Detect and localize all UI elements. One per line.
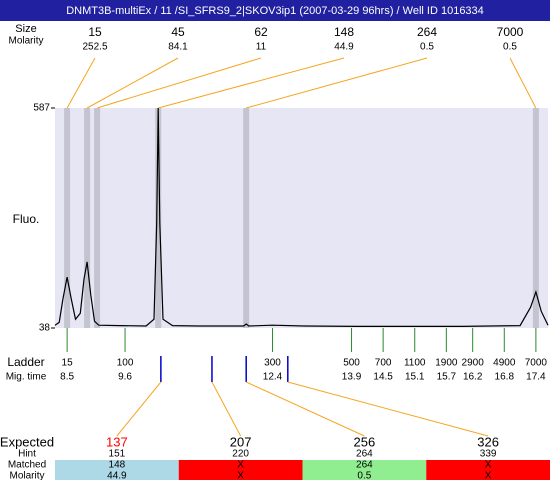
expected-size: 256 (354, 434, 376, 449)
peak-connector (96, 57, 262, 109)
expected-matched: 264 (356, 460, 373, 471)
peak-size: 62 (254, 25, 268, 39)
expected-hint: 220 (232, 449, 249, 460)
peak-molarity: 84.1 (168, 42, 188, 53)
ladder-size: 700 (375, 358, 392, 369)
ladder-size: 2900 (462, 358, 485, 369)
match-cell (55, 460, 179, 480)
expected-hint: 264 (356, 449, 373, 460)
peak-molarity: 11 (256, 42, 267, 53)
y-tick-label: 587 (33, 103, 50, 114)
row-label: Matched (8, 460, 46, 471)
peak-connector (246, 57, 428, 109)
ladder-time: 8.5 (60, 372, 74, 383)
peak-molarity: 44.9 (334, 42, 354, 53)
peak-size: 45 (171, 25, 185, 39)
ladder-time: 17.4 (526, 372, 546, 383)
ladder-time: 16.2 (463, 372, 483, 383)
plot-area (55, 108, 548, 328)
expected-hint: 339 (480, 449, 497, 460)
expected-matched: X (485, 460, 492, 471)
ladder-time: 13.9 (342, 372, 362, 383)
y-tick-label: 38 (39, 323, 51, 334)
peak-connector (509, 57, 537, 109)
expected-connector (211, 381, 242, 437)
ladder-time: 9.6 (118, 372, 132, 383)
peak-size: 15 (88, 25, 102, 39)
title-bar (0, 0, 550, 21)
peak-band (94, 108, 101, 328)
peak-molarity: 0.5 (420, 42, 434, 53)
match-cell (426, 460, 550, 480)
expected-matched: X (237, 460, 244, 471)
expected-matched: 148 (109, 460, 126, 471)
peak-label: Size (15, 23, 36, 35)
expected-connector (245, 381, 365, 437)
match-cell (302, 460, 427, 480)
peak-connector (86, 57, 179, 109)
row-label: Molarity (9, 471, 44, 480)
peak-molarity: 0.5 (503, 42, 517, 53)
ladder-time: 15.1 (405, 372, 425, 383)
expected-hint: 151 (109, 449, 126, 460)
ladder-label: Ladder (7, 355, 44, 369)
expected-molarity: X (237, 471, 244, 480)
ladder-time: 15.7 (437, 372, 457, 383)
expected-connector (287, 381, 489, 437)
ladder-size: 7000 (525, 358, 548, 369)
mig-time-label: Mig. time (6, 372, 47, 383)
peak-size: 148 (334, 25, 354, 39)
peak-size: 264 (417, 25, 437, 39)
ladder-size: 1100 (404, 358, 426, 369)
peak-band (243, 108, 250, 328)
expected-molarity: 0.5 (357, 471, 371, 480)
expected-size: 326 (477, 434, 499, 449)
y-axis-label: Fluo. (13, 212, 40, 226)
peak-band (155, 108, 162, 328)
ladder-size: 4900 (493, 358, 516, 369)
peak-connector (66, 57, 96, 109)
expected-molarity: 44.9 (107, 471, 127, 480)
expected-size: 137 (106, 434, 128, 449)
ladder-time: 16.8 (495, 372, 515, 383)
peak-band (532, 108, 539, 328)
chart-title: DNMT3B-multiEx / 11 /SI_SFRS9_2|SKOV3ip1… (66, 5, 484, 17)
peak-band (84, 108, 91, 328)
ladder-size: 15 (62, 358, 74, 369)
molarity-label: Molarity (8, 36, 43, 47)
ladder-time: 14.5 (373, 372, 393, 383)
peak-molarity: 252.5 (82, 42, 107, 53)
ladder-time: 12.4 (263, 372, 283, 383)
ladder-size: 100 (117, 358, 134, 369)
trace (54, 107, 549, 327)
ladder-size: 500 (343, 358, 360, 369)
expected-molarity: X (485, 471, 492, 480)
peak-band (64, 108, 71, 328)
match-cell (178, 460, 303, 480)
peak-connector (158, 57, 345, 109)
row-label: Expected (0, 434, 54, 449)
ladder-size: 300 (264, 358, 281, 369)
peak-size: 7000 (497, 25, 524, 39)
ladder-size: 1900 (435, 358, 458, 369)
expected-size: 207 (230, 434, 252, 449)
row-label: Hint (18, 449, 36, 460)
expected-connector (116, 381, 162, 437)
